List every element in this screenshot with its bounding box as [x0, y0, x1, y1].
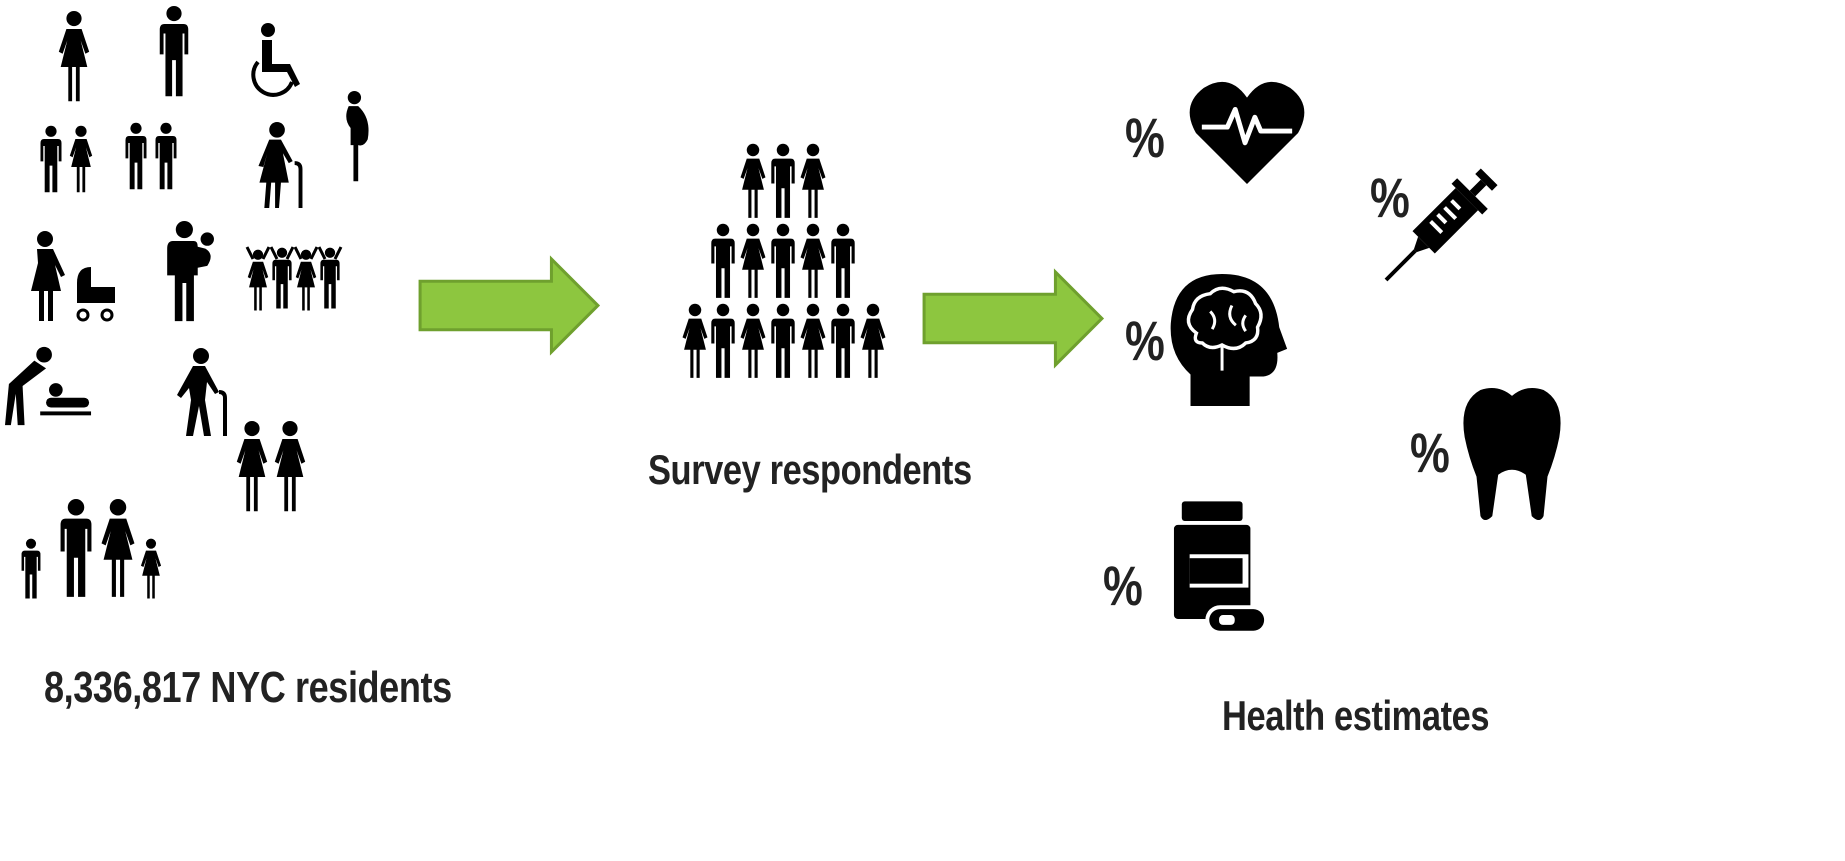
- pregnant-woman-icon: [346, 90, 369, 182]
- arrow-right-icon: [418, 255, 601, 356]
- diaper-changing-icon: [5, 346, 92, 426]
- heart-pulse-icon: [1189, 81, 1305, 185]
- percent-label: %: [1370, 166, 1410, 229]
- family-icon: [21, 499, 162, 599]
- couple-icon: [40, 125, 93, 193]
- arrow-right-icon: [922, 268, 1105, 369]
- tooth-icon: [1463, 387, 1561, 521]
- percent-label: %: [1125, 106, 1165, 169]
- residents-caption: 8,336,817 NYC residents: [44, 663, 452, 712]
- estimates-caption: Health estimates: [1222, 692, 1490, 739]
- medicine-bottle-icon: [1173, 501, 1269, 635]
- percent-label: %: [1410, 421, 1450, 484]
- woman-icon: [58, 10, 90, 102]
- percent-label: %: [1125, 309, 1165, 372]
- cheering-group-icon: [245, 246, 343, 311]
- father-baby-icon: [167, 220, 214, 322]
- elderly-woman-cane-icon: [258, 122, 303, 209]
- respondents-caption: Survey respondents: [648, 446, 972, 493]
- respondents-pyramid-icon: [682, 143, 886, 378]
- brain-head-icon: [1170, 273, 1288, 407]
- two-women-icon: [236, 420, 306, 512]
- elderly-man-cane-icon: [177, 348, 227, 436]
- mother-stroller-icon: [31, 231, 115, 322]
- syringe-icon: [1384, 168, 1498, 282]
- man-icon: [159, 5, 189, 97]
- percent-label: %: [1103, 554, 1143, 617]
- two-men-icon: [125, 122, 177, 190]
- wheelchair-icon: [251, 23, 300, 97]
